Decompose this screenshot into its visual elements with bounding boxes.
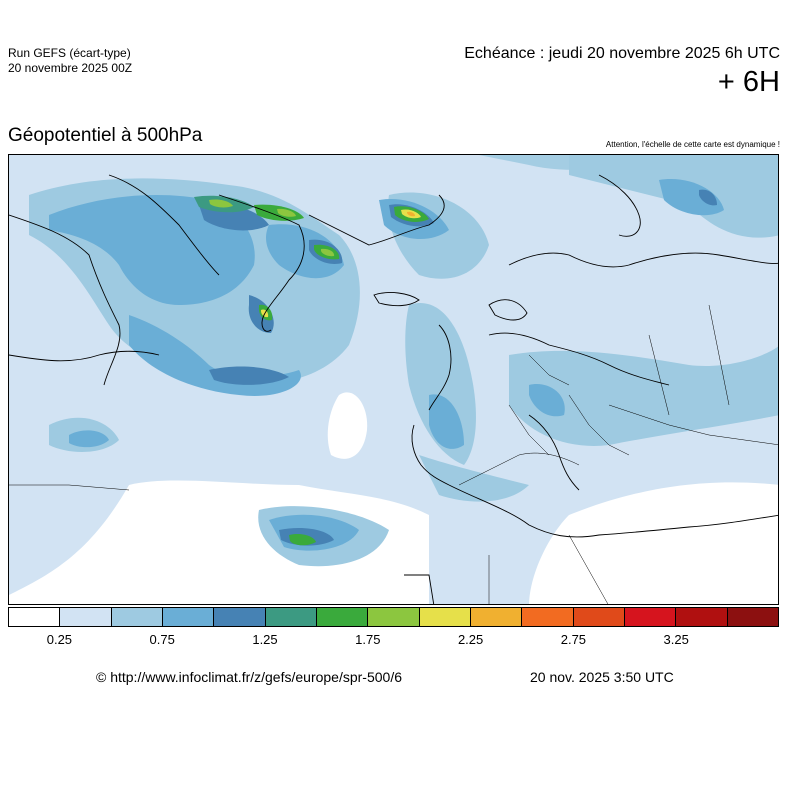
scale-tick-label: 0.75	[149, 632, 175, 647]
scale-swatch	[214, 608, 266, 626]
scale-tick-label: 1.25	[252, 632, 278, 647]
scale-swatch	[573, 608, 625, 626]
dynamic-scale-warning: Attention, l'échelle de cette carte est …	[605, 140, 780, 149]
spread-1-75	[194, 195, 429, 546]
scale-tick-label: 1.75	[355, 632, 381, 647]
run-title: Run GEFS (écart-type)	[8, 46, 131, 60]
scale-swatch	[9, 608, 61, 626]
map-canvas	[9, 155, 778, 604]
country-borders	[9, 304, 778, 604]
scale-swatch	[624, 608, 677, 626]
scale-tick-label: 2.25	[457, 632, 484, 647]
scale-tick-label: 0.25	[46, 632, 73, 647]
lead-time: + 6H	[717, 66, 780, 98]
scale-swatch	[470, 608, 523, 626]
scale-tick-label: 2.75	[560, 632, 587, 647]
scale-swatch	[265, 608, 317, 626]
scale-tick-label: 3.25	[663, 632, 689, 647]
scale-swatch	[368, 608, 420, 626]
run-date: 20 novembre 2025 00Z	[8, 61, 133, 75]
scale-swatch	[419, 608, 471, 626]
scale-swatch	[522, 608, 574, 626]
scale-swatch	[316, 608, 369, 626]
source-url[interactable]: © http://www.infoclimat.fr/z/gefs/europe…	[96, 669, 403, 685]
map-title: Géopotentiel à 500hPa	[8, 125, 203, 146]
color-scale	[8, 607, 779, 627]
scale-swatch	[111, 608, 163, 626]
coastlines	[9, 174, 778, 604]
generation-date: 20 nov. 2025 3:50 UTC	[530, 669, 674, 685]
scale-swatch	[727, 608, 778, 626]
scale-swatch	[60, 608, 112, 626]
scale-swatch	[676, 608, 728, 626]
forecast-time: Echéance : jeudi 20 novembre 2025 6h UTC	[464, 45, 780, 62]
forecast-map	[8, 154, 779, 605]
scale-swatch	[162, 608, 215, 626]
